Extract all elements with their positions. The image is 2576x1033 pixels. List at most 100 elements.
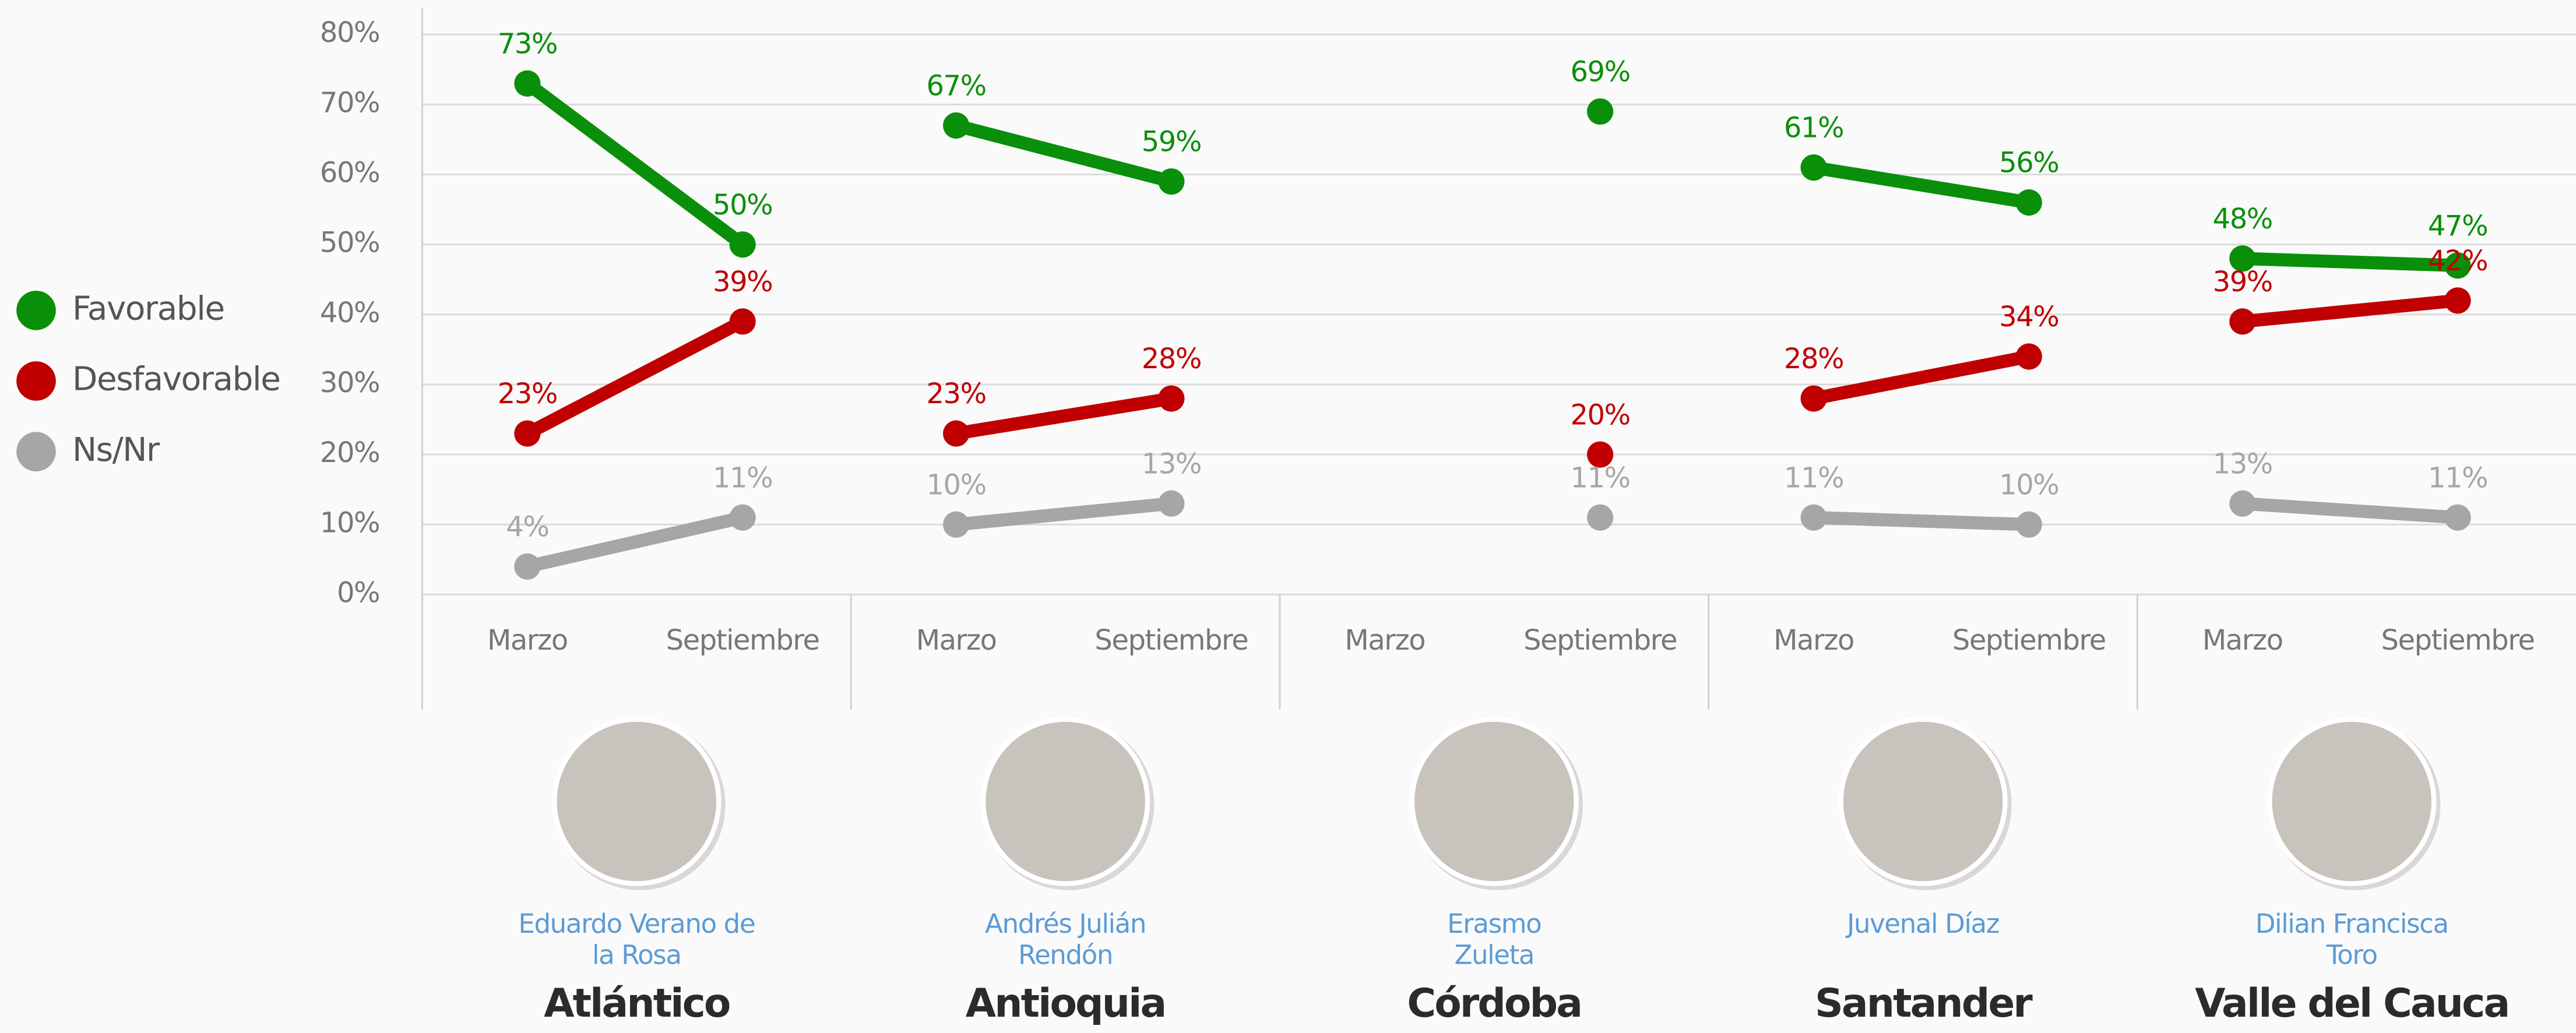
y-tick-label: 80% <box>320 17 379 49</box>
data-point <box>2015 511 2042 538</box>
data-label: 69% <box>1570 57 1630 89</box>
data-label: 11% <box>2428 462 2487 494</box>
data-point <box>2229 490 2256 517</box>
data-point <box>514 553 541 580</box>
data-point <box>729 231 756 258</box>
data-point <box>1158 168 1185 195</box>
x-tick-label: Septiembre <box>666 625 819 657</box>
legend-marker <box>16 290 56 330</box>
data-label: 59% <box>1142 126 1201 158</box>
data-point <box>729 504 756 531</box>
region-name: Valle del Cauca <box>2195 980 2510 1027</box>
data-label: 61% <box>1784 112 1843 144</box>
data-point <box>1800 385 1827 412</box>
photo <box>552 717 722 886</box>
data-point <box>2444 287 2471 314</box>
photo <box>980 717 1150 886</box>
data-point <box>2015 343 2042 370</box>
data-label: 23% <box>498 378 557 410</box>
data-label: 13% <box>2213 448 2272 480</box>
data-label: 20% <box>1570 399 1630 431</box>
data-label: 13% <box>1142 448 1201 480</box>
data-label: 47% <box>2428 210 2487 242</box>
y-tick-label: 20% <box>320 437 379 469</box>
data-label: 34% <box>1999 301 2058 333</box>
legend-marker <box>16 432 56 472</box>
data-point <box>2229 245 2256 272</box>
data-label: 11% <box>1784 462 1843 494</box>
x-tick-label: Marzo <box>916 625 997 657</box>
series-line <box>520 315 749 440</box>
data-label: 73% <box>498 28 557 60</box>
legend-label: Favorable <box>72 290 224 327</box>
data-point <box>729 308 756 335</box>
data-point <box>1800 154 1827 181</box>
legend-marker <box>16 361 56 401</box>
series-line <box>949 496 1178 531</box>
data-label: 39% <box>713 266 772 298</box>
person-name: Dilian Francisca Toro <box>2255 908 2449 971</box>
x-tick-label: Septiembre <box>1523 625 1677 657</box>
person-name: Erasmo Zuleta <box>1447 908 1542 971</box>
data-label: 28% <box>1142 343 1201 375</box>
person-name: Juvenal Díaz <box>1846 908 2000 940</box>
data-label: 10% <box>1999 469 2058 501</box>
x-tick-label: Marzo <box>1345 625 1425 657</box>
data-point <box>1158 490 1185 517</box>
y-tick-label: 0% <box>337 577 379 609</box>
x-tick-label: Septiembre <box>1952 625 2106 657</box>
series-line <box>520 77 749 251</box>
y-tick-label: 60% <box>320 157 379 189</box>
series-line <box>1807 161 2036 209</box>
data-label: 48% <box>2213 203 2272 235</box>
data-label: 11% <box>1570 462 1630 494</box>
data-label: 4% <box>506 512 548 544</box>
data-point <box>2444 252 2471 279</box>
series-line <box>949 119 1178 188</box>
data-label: 28% <box>1784 343 1843 375</box>
region-name: Santander <box>1814 980 2033 1027</box>
y-tick-label: 40% <box>320 297 379 329</box>
data-point <box>2444 504 2471 531</box>
series-line <box>949 392 1178 440</box>
data-point <box>943 112 970 139</box>
photo <box>1409 717 1579 886</box>
data-point <box>514 420 541 447</box>
data-label: 23% <box>926 378 986 410</box>
x-tick-label: Septiembre <box>2381 625 2535 657</box>
data-label: 56% <box>1999 147 2058 179</box>
data-point <box>2015 189 2042 216</box>
y-tick-label: 50% <box>320 227 379 259</box>
data-label: 67% <box>926 70 986 103</box>
y-tick-label: 70% <box>320 87 379 119</box>
series-line <box>2236 294 2465 329</box>
person-name: Andrés Julián Rendón <box>985 908 1146 971</box>
region-name: Antioquia <box>965 980 1167 1027</box>
legend-label: Ns/Nr <box>72 431 160 469</box>
x-tick-label: Marzo <box>2202 625 2283 657</box>
series-line <box>1807 350 2036 406</box>
series-line <box>2236 252 2465 272</box>
data-label: 39% <box>2213 266 2272 298</box>
data-label: 11% <box>713 462 772 494</box>
data-label: 42% <box>2428 245 2487 277</box>
legend-label: Desfavorable <box>72 361 280 399</box>
series-line <box>520 510 749 573</box>
x-tick-label: Marzo <box>1773 625 1854 657</box>
x-tick-label: Septiembre <box>1095 625 1248 657</box>
data-point <box>1587 98 1614 125</box>
photo <box>1838 717 2008 886</box>
data-point <box>943 511 970 538</box>
y-tick-label: 10% <box>320 507 379 539</box>
photo <box>2267 717 2437 886</box>
data-point <box>1587 504 1614 531</box>
region-name: Atlántico <box>544 980 731 1027</box>
x-tick-label: Marzo <box>487 625 568 657</box>
series-line <box>1807 510 2036 531</box>
data-point <box>1158 385 1185 412</box>
data-label: 50% <box>713 189 772 221</box>
data-point <box>1800 504 1827 531</box>
series-line <box>2236 496 2465 524</box>
